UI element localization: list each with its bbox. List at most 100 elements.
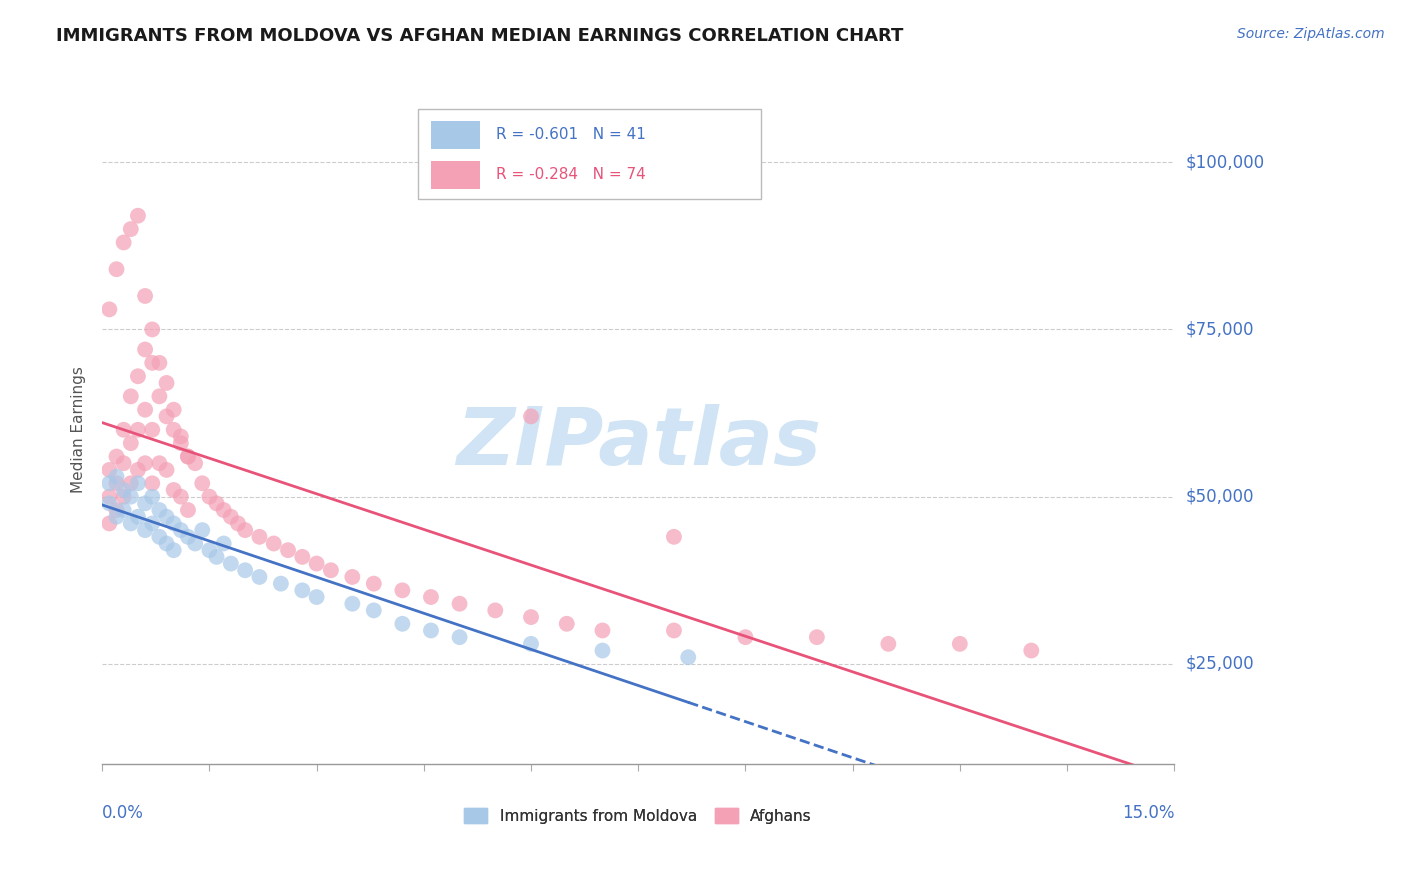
Point (163, 483, 186, 497)
Point (105, 503, 128, 517)
Point (98, 496, 121, 510)
Point (127, 476, 149, 491)
Y-axis label: Median Earnings: Median Earnings (72, 367, 86, 493)
Point (877, 637, 900, 651)
Point (127, 423, 149, 437)
Point (520, 610, 543, 624)
Point (163, 543, 186, 558)
Point (148, 530, 170, 544)
Point (120, 389, 142, 403)
Point (420, 590, 443, 604)
Text: IMMIGRANTS FROM MOLDOVA VS AFGHAN MEDIAN EARNINGS CORRELATION CHART: IMMIGRANTS FROM MOLDOVA VS AFGHAN MEDIAN… (56, 27, 904, 45)
Point (363, 576, 385, 591)
Point (148, 356, 170, 370)
Point (120, 490, 142, 504)
Point (191, 523, 214, 537)
Point (734, 630, 756, 644)
Point (141, 356, 163, 370)
Text: Source: ZipAtlas.com: Source: ZipAtlas.com (1237, 27, 1385, 41)
Point (98, 516, 121, 531)
Point (170, 429, 193, 443)
FancyBboxPatch shape (419, 109, 762, 199)
Point (233, 523, 256, 537)
Point (219, 509, 242, 524)
Point (127, 369, 149, 384)
Text: $50,000: $50,000 (1185, 488, 1254, 506)
Point (806, 630, 828, 644)
Point (148, 456, 170, 470)
Point (177, 530, 200, 544)
Point (127, 509, 149, 524)
Point (134, 456, 156, 470)
Point (391, 616, 413, 631)
Point (155, 463, 177, 477)
Point (342, 597, 364, 611)
FancyBboxPatch shape (432, 161, 479, 189)
Point (134, 523, 156, 537)
Point (120, 516, 142, 531)
Point (98, 302, 121, 317)
Text: ZIPatlas: ZIPatlas (456, 404, 821, 483)
Point (163, 516, 186, 531)
Text: R = -0.601   N = 41: R = -0.601 N = 41 (496, 128, 645, 142)
Point (112, 423, 135, 437)
Point (291, 583, 314, 598)
Point (134, 289, 156, 303)
Point (191, 476, 214, 491)
Point (662, 624, 685, 638)
Point (226, 516, 249, 531)
Point (112, 483, 135, 497)
Point (105, 476, 128, 491)
Point (134, 496, 156, 510)
Point (249, 570, 271, 584)
Point (148, 389, 170, 403)
Point (305, 557, 328, 571)
Point (112, 235, 135, 250)
Point (212, 503, 235, 517)
Point (177, 450, 200, 464)
Point (219, 557, 242, 571)
Point (205, 496, 228, 510)
Point (342, 570, 364, 584)
Point (520, 637, 543, 651)
Point (105, 469, 128, 483)
Point (592, 643, 614, 657)
Point (134, 343, 156, 357)
Point (1019, 643, 1042, 657)
Point (98, 490, 121, 504)
Point (184, 456, 207, 470)
Point (120, 436, 142, 450)
Point (112, 490, 135, 504)
Text: 15.0%: 15.0% (1122, 805, 1174, 822)
Point (319, 563, 342, 577)
Point (141, 322, 163, 336)
Point (155, 376, 177, 390)
Point (177, 503, 200, 517)
Point (177, 450, 200, 464)
Point (155, 509, 177, 524)
Point (170, 490, 193, 504)
Legend: Immigrants from Moldova, Afghans: Immigrants from Moldova, Afghans (464, 807, 811, 823)
Point (98, 476, 121, 491)
Point (155, 536, 177, 550)
Point (263, 536, 285, 550)
Point (592, 624, 614, 638)
Point (112, 456, 135, 470)
Point (449, 630, 471, 644)
Point (134, 402, 156, 417)
Text: $25,000: $25,000 (1185, 655, 1254, 673)
Text: $100,000: $100,000 (1185, 153, 1264, 171)
Point (662, 530, 685, 544)
Point (420, 624, 443, 638)
Point (98, 463, 121, 477)
Point (105, 262, 128, 277)
Point (170, 436, 193, 450)
Text: 0.0%: 0.0% (103, 805, 143, 822)
Point (127, 463, 149, 477)
Point (141, 516, 163, 531)
Point (949, 637, 972, 651)
Point (205, 549, 228, 564)
Point (198, 543, 221, 558)
Point (449, 597, 471, 611)
Point (163, 423, 186, 437)
